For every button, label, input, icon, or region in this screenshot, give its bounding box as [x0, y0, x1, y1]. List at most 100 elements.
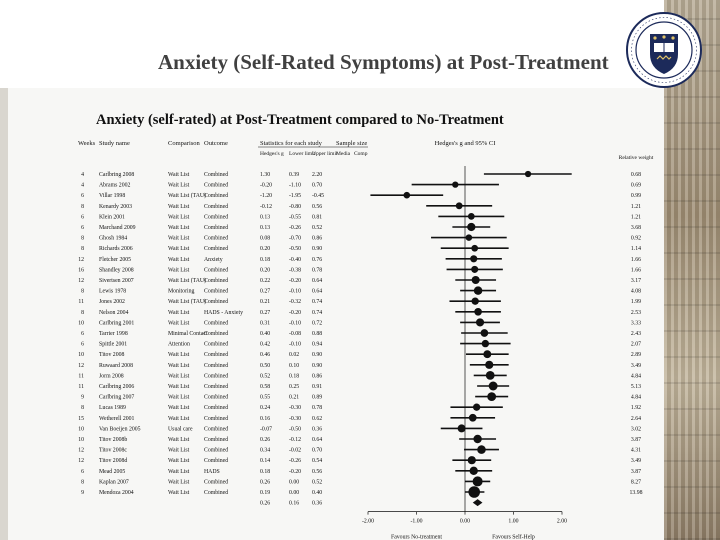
study-lower-limit: 0.25 — [289, 384, 299, 390]
study-weeks: 8 — [81, 310, 84, 316]
study-hedges-g: 0.20 — [260, 246, 270, 252]
study-name: Nelson 2004 — [99, 310, 129, 316]
study-comparison: Wait List — [168, 384, 190, 390]
study-comparison: Wait List — [168, 490, 190, 496]
study-lower-limit: -0.38 — [289, 267, 301, 273]
study-row: 10 Van Boeijen 2005 Usual care Combined -0.0… — [78, 424, 641, 432]
study-upper-limit: 0.56 — [312, 204, 322, 210]
study-hedges-g: 0.55 — [260, 395, 270, 401]
x-tick-label: 2.00 — [557, 519, 567, 525]
study-hedges-g: 0.26 — [260, 479, 270, 485]
study-comparison: Wait List — [168, 416, 190, 422]
study-name: Van Boeijen 2005 — [99, 426, 141, 432]
study-point — [473, 286, 483, 295]
study-weeks: 11 — [78, 299, 84, 305]
study-name: Kenardy 2003 — [99, 204, 132, 210]
study-comparison: Wait List — [168, 437, 190, 443]
study-upper-limit: 0.74 — [312, 310, 322, 316]
study-lower-limit: 0.10 — [289, 363, 299, 369]
study-relative-weight: 2.07 — [631, 342, 641, 348]
study-outcome: Combined — [204, 172, 228, 178]
study-row: 6 Klein 2001 Wait List Combined 0.13 -0.55 0.8… — [81, 213, 641, 220]
study-relative-weight: 2.43 — [631, 331, 641, 337]
forest-plot-panel: Anxiety (self-rated) at Post-Treatment c… — [8, 88, 664, 540]
study-name: Sivertsen 2007 — [99, 278, 134, 284]
study-lower-limit: -0.50 — [289, 246, 301, 252]
study-weeks: 8 — [81, 289, 84, 295]
forest-plot: Anxiety (self-rated) at Post-Treatment c… — [78, 112, 654, 540]
study-hedges-g: 0.18 — [260, 257, 270, 263]
study-upper-limit: -0.45 — [312, 193, 324, 199]
study-hedges-g: 0.21 — [260, 299, 270, 305]
study-point — [477, 445, 486, 454]
study-upper-limit: 0.91 — [312, 384, 322, 390]
study-point — [465, 234, 473, 241]
study-outcome: Combined — [204, 416, 228, 422]
study-relative-weight: 0.68 — [631, 172, 641, 178]
study-outcome: Anxiety — [204, 257, 223, 263]
study-name: Ruwaard 2008 — [99, 363, 133, 369]
study-point — [475, 318, 485, 327]
study-comparison: Wait List — [168, 225, 190, 231]
summary-upper-limit: 0.36 — [312, 501, 322, 507]
study-lower-limit: -0.55 — [289, 214, 301, 220]
study-lower-limit: -0.70 — [289, 236, 301, 242]
study-lower-limit: -0.40 — [289, 257, 301, 263]
study-name: Titov 2008 — [99, 352, 124, 358]
study-outcome: Combined — [204, 204, 228, 210]
study-name: Titov 2008d — [99, 458, 127, 464]
forest-plot-rows: 4 Carlbring 2008 Wait List Combined 1.30 0.39… — [78, 170, 643, 507]
study-outcome: Combined — [204, 384, 228, 390]
study-row: 6 Mead 2005 Wait List HADS 0.18 -0.20 0.56 3.87 — [81, 466, 641, 475]
study-lower-limit: -0.08 — [289, 331, 301, 337]
study-outcome: Combined — [204, 236, 228, 242]
university-crest-icon — [626, 12, 702, 88]
study-point — [524, 170, 532, 178]
study-upper-limit: 0.70 — [312, 183, 322, 189]
header-sample-size: Sample size — [336, 140, 367, 147]
study-outcome: Combined — [204, 437, 228, 443]
study-comparison: Wait List — [168, 469, 190, 475]
header-stat-0: Hedges's g — [260, 151, 284, 157]
study-weeks: 4 — [81, 172, 84, 178]
study-weeks: 6 — [81, 193, 84, 199]
study-outcome: Combined — [204, 363, 228, 369]
study-comparison: Attention — [168, 342, 190, 348]
study-lower-limit: -0.10 — [289, 320, 301, 326]
study-lower-limit: -0.26 — [289, 225, 301, 231]
study-relative-weight: 5.13 — [631, 384, 641, 390]
study-hedges-g: -0.07 — [260, 426, 272, 432]
study-point — [480, 329, 489, 337]
forest-plot-title: Anxiety (self-rated) at Post-Treatment c… — [96, 112, 504, 128]
study-hedges-g: 0.26 — [260, 437, 270, 443]
study-point — [455, 202, 463, 210]
study-outcome: Combined — [204, 331, 228, 337]
study-upper-limit: 0.78 — [312, 405, 322, 411]
study-outcome: Combined — [204, 246, 228, 252]
study-name: Carlbring 2007 — [99, 395, 134, 401]
study-lower-limit: 0.00 — [289, 490, 299, 496]
study-relative-weight: 3.87 — [631, 469, 641, 475]
study-hedges-g: 0.14 — [260, 458, 270, 464]
summary-hedges-g: 0.26 — [260, 501, 270, 507]
study-outcome: HADS — [204, 469, 220, 475]
forest-plot-headers: Weeks Study name Comparison Outcome Statisti… — [78, 140, 654, 161]
study-upper-limit: 0.88 — [312, 331, 322, 337]
study-relative-weight: 8.27 — [631, 479, 641, 485]
study-row: 9 Carlbring 2007 Wait List Combined 0.55 0.21… — [81, 392, 641, 401]
study-lower-limit: 0.00 — [289, 479, 299, 485]
study-outcome: Combined — [204, 405, 228, 411]
study-hedges-g: 0.40 — [260, 331, 270, 337]
study-outcome: Combined — [204, 395, 228, 401]
study-point — [468, 486, 481, 498]
study-outcome: Combined — [204, 193, 228, 199]
study-upper-limit: 0.86 — [312, 373, 322, 379]
study-name: Ghosh 1984 — [99, 236, 127, 242]
study-hedges-g: 0.52 — [260, 373, 270, 379]
study-name: Wetherell 2001 — [99, 416, 135, 422]
study-hedges-g: 1.30 — [260, 172, 270, 178]
study-relative-weight: 0.99 — [631, 193, 641, 199]
study-name: Mead 2005 — [99, 469, 125, 475]
study-relative-weight: 3.68 — [631, 225, 641, 231]
study-comparison: Wait List (TAU) — [168, 277, 206, 284]
